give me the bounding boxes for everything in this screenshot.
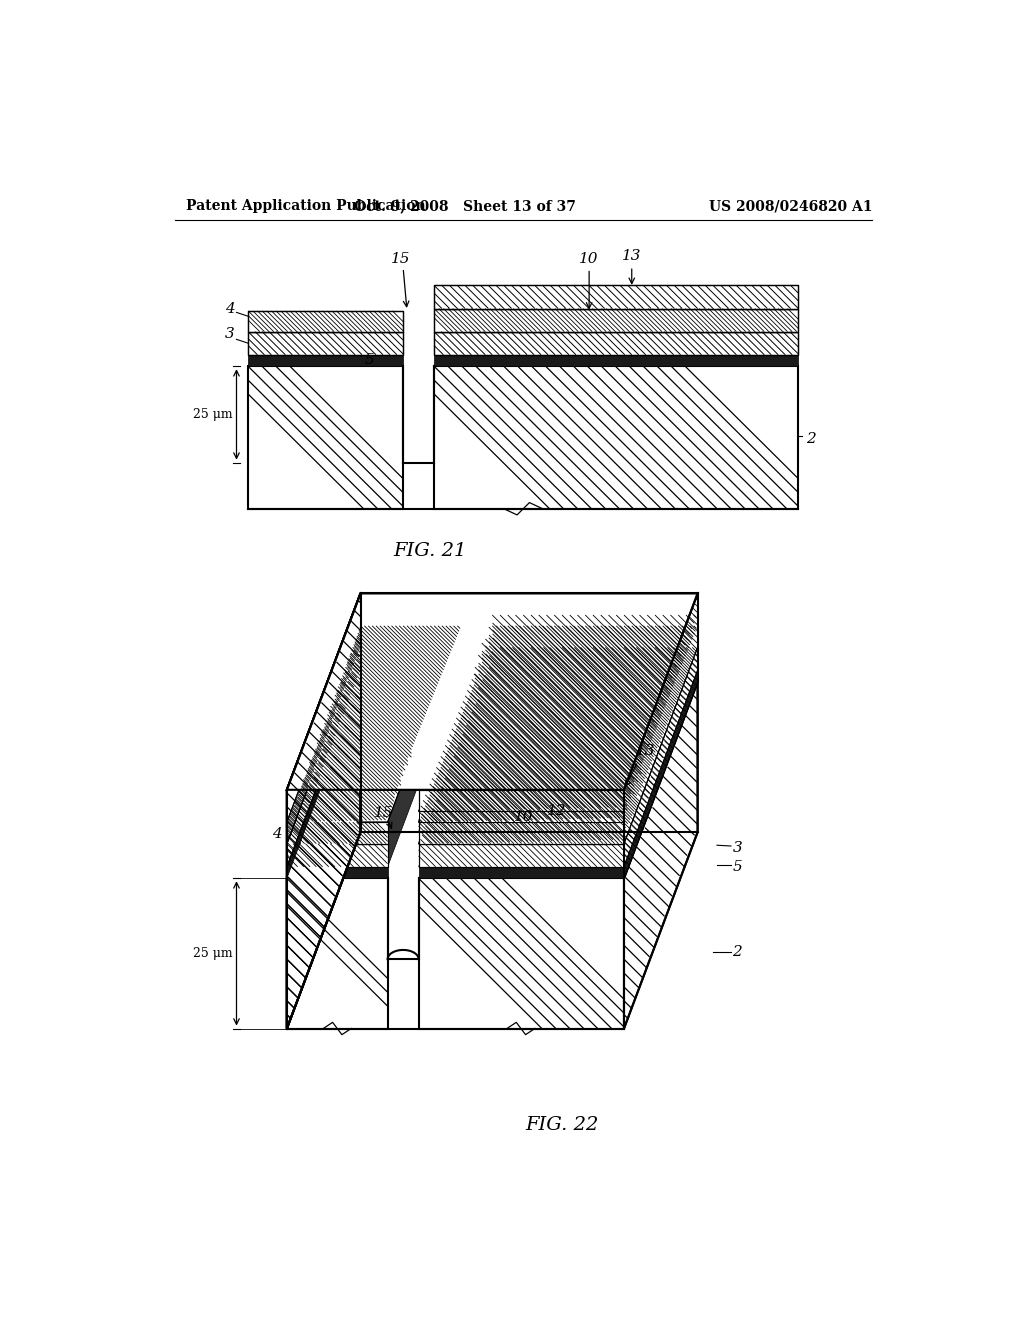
Bar (248, 312, 403, 331)
Text: FIG. 22: FIG. 22 (525, 1115, 599, 1134)
Text: 15: 15 (374, 807, 393, 820)
Polygon shape (287, 594, 697, 789)
Bar (434, 367, 799, 508)
Bar (287, 843, 388, 867)
Bar (419, 789, 624, 812)
Text: 12: 12 (547, 804, 566, 818)
Text: 13: 13 (636, 744, 655, 758)
Bar (434, 331, 799, 355)
Bar (419, 789, 624, 812)
Polygon shape (287, 671, 360, 878)
Polygon shape (624, 647, 697, 867)
Bar (248, 312, 403, 331)
Bar (434, 331, 799, 355)
Polygon shape (419, 615, 697, 812)
Polygon shape (624, 682, 697, 1028)
Text: Patent Application Publication: Patent Application Publication (186, 199, 426, 213)
Text: 5: 5 (365, 354, 374, 367)
Bar (434, 309, 799, 331)
Bar (434, 355, 799, 366)
Bar (434, 285, 799, 309)
Bar (419, 812, 624, 822)
Bar (287, 822, 388, 843)
Polygon shape (287, 594, 360, 1028)
Polygon shape (287, 682, 360, 1028)
Polygon shape (624, 594, 697, 878)
Text: 13: 13 (622, 249, 641, 263)
Text: 25 μm: 25 μm (193, 946, 232, 960)
Text: 4: 4 (225, 302, 234, 317)
Text: 15: 15 (391, 252, 411, 265)
Bar (287, 878, 388, 1028)
Text: 2: 2 (806, 433, 816, 446)
Bar (419, 822, 624, 843)
Bar (248, 355, 403, 366)
Bar (287, 843, 388, 867)
Text: 25 μm: 25 μm (193, 408, 232, 421)
Polygon shape (287, 671, 461, 867)
Bar (287, 822, 388, 843)
Bar (419, 843, 624, 867)
Bar (287, 867, 388, 878)
Polygon shape (287, 647, 360, 867)
Bar (419, 812, 624, 822)
Bar (248, 331, 403, 355)
Polygon shape (287, 626, 360, 843)
Text: 4: 4 (271, 828, 282, 841)
Text: US 2008/0246820 A1: US 2008/0246820 A1 (710, 199, 872, 213)
Text: 2: 2 (732, 945, 742, 958)
Text: 10: 10 (513, 809, 534, 824)
Polygon shape (419, 626, 697, 822)
Text: FIG. 21: FIG. 21 (393, 543, 467, 560)
Polygon shape (287, 626, 461, 822)
Text: 5: 5 (732, 859, 742, 874)
Polygon shape (287, 594, 697, 789)
Text: 10: 10 (580, 252, 599, 265)
Bar (419, 878, 624, 1028)
Bar (419, 843, 624, 867)
Bar (248, 367, 403, 508)
Bar (434, 285, 799, 309)
Polygon shape (624, 671, 697, 878)
Bar (434, 309, 799, 331)
Text: 3: 3 (732, 841, 742, 854)
Text: Oct. 9, 2008   Sheet 13 of 37: Oct. 9, 2008 Sheet 13 of 37 (354, 199, 577, 213)
Polygon shape (419, 647, 697, 843)
Bar (419, 822, 624, 843)
Bar (419, 867, 624, 878)
Text: 3: 3 (225, 327, 234, 341)
Polygon shape (419, 671, 697, 867)
Bar (248, 331, 403, 355)
